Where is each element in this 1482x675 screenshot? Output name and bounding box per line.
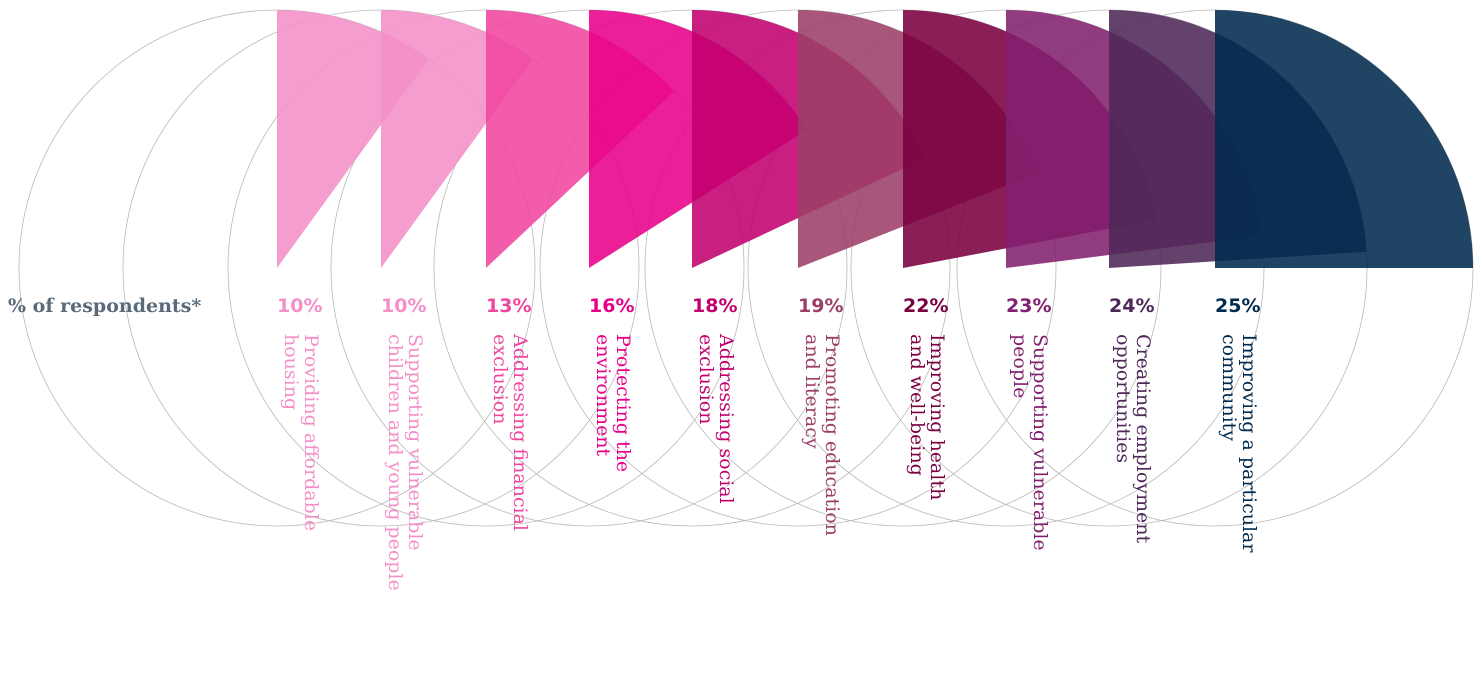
value-label-9: 24% [1109, 295, 1154, 317]
category-label-line: Addressing financial [509, 333, 531, 531]
category-label-line: Improving a particular [1238, 334, 1260, 553]
category-label-line: Addressing social [715, 333, 737, 504]
category-label-line: children and young people [384, 334, 406, 591]
sectors [277, 10, 1473, 268]
value-label-10: 25% [1215, 295, 1260, 317]
value-label-3: 13% [486, 295, 531, 317]
value-label-6: 19% [798, 295, 843, 317]
category-label-line: Promoting education [821, 334, 843, 536]
category-label-line: Providing affordable [300, 334, 322, 531]
value-label-8: 23% [1006, 295, 1051, 317]
value-label-5: 18% [692, 295, 737, 317]
value-label-2: 10% [381, 295, 426, 317]
category-label-line: and literacy [801, 334, 823, 449]
category-label-line: Supporting vulnerable [404, 334, 426, 551]
category-label-line: people [1009, 334, 1031, 398]
value-label-1: 10% [277, 295, 322, 317]
category-label-line: community [1218, 334, 1240, 441]
category-label-line: exclusion [489, 334, 511, 424]
value-label-7: 22% [903, 295, 948, 317]
value-label-4: 16% [589, 295, 634, 317]
category-label-line: opportunities [1112, 334, 1134, 463]
category-label-line: Creating employment [1132, 334, 1154, 544]
category-label-line: exclusion [695, 334, 717, 424]
respondents-label: % of respondents* [8, 295, 201, 317]
category-label-line: housing [280, 334, 302, 410]
category-label-line: Supporting vulnerable [1029, 334, 1051, 551]
category-label-line: Improving health [926, 334, 948, 500]
category-label-line: and well-being [906, 334, 928, 476]
category-label-line: environment [592, 334, 614, 457]
category-label-line: Protecting the [612, 334, 634, 472]
sector-10 [1215, 10, 1473, 268]
